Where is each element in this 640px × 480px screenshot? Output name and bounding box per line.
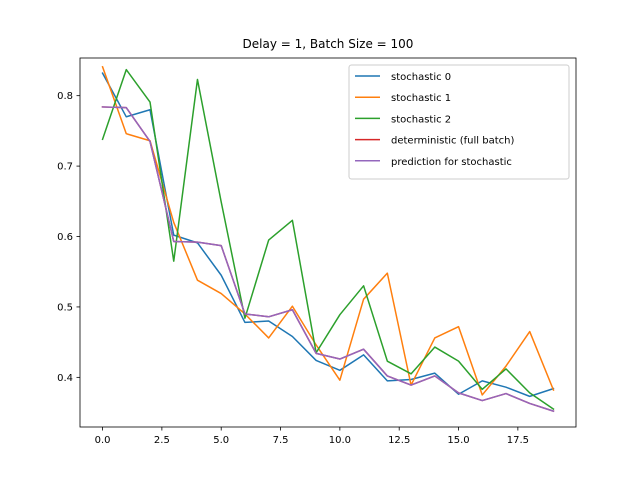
y-tick-label: 0.5: [57, 302, 73, 313]
legend-label: deterministic (full batch): [391, 136, 514, 147]
axes-frame: [79, 57, 577, 428]
x-tick-label: 17.5: [507, 435, 529, 446]
y-tick-label: 0.6: [57, 232, 73, 243]
plot-area: 0.0 2.5 5.0 7.5 10.0 12.5 15.0 17.5 0.4 0.5 0.6 0.7…: [57, 57, 577, 446]
y-tick-label: 0.8: [57, 91, 73, 102]
x-tick-label: 7.5: [273, 435, 289, 446]
series-line-4: [101, 106, 555, 413]
x-tick-label: 2.5: [154, 435, 170, 446]
legend-label: stochastic 2: [391, 114, 451, 125]
x-tick-label: 0.0: [95, 435, 111, 446]
legend-box: [348, 64, 570, 180]
x-tick-label: 12.5: [388, 435, 410, 446]
chart-title: Delay = 1, Batch Size = 100: [243, 37, 414, 51]
legend-label: stochastic 0: [391, 72, 451, 83]
legend-label: prediction for stochastic: [391, 157, 512, 168]
x-tick-label: 10.0: [329, 435, 351, 446]
x-tick-label: 15.0: [447, 435, 469, 446]
series-line-2: [101, 68, 555, 411]
legend-label: stochastic 1: [391, 93, 451, 104]
y-tick-label: 0.7: [57, 162, 73, 173]
y-tick-label: 0.4: [57, 373, 73, 384]
x-tick-label: 5.0: [213, 435, 229, 446]
